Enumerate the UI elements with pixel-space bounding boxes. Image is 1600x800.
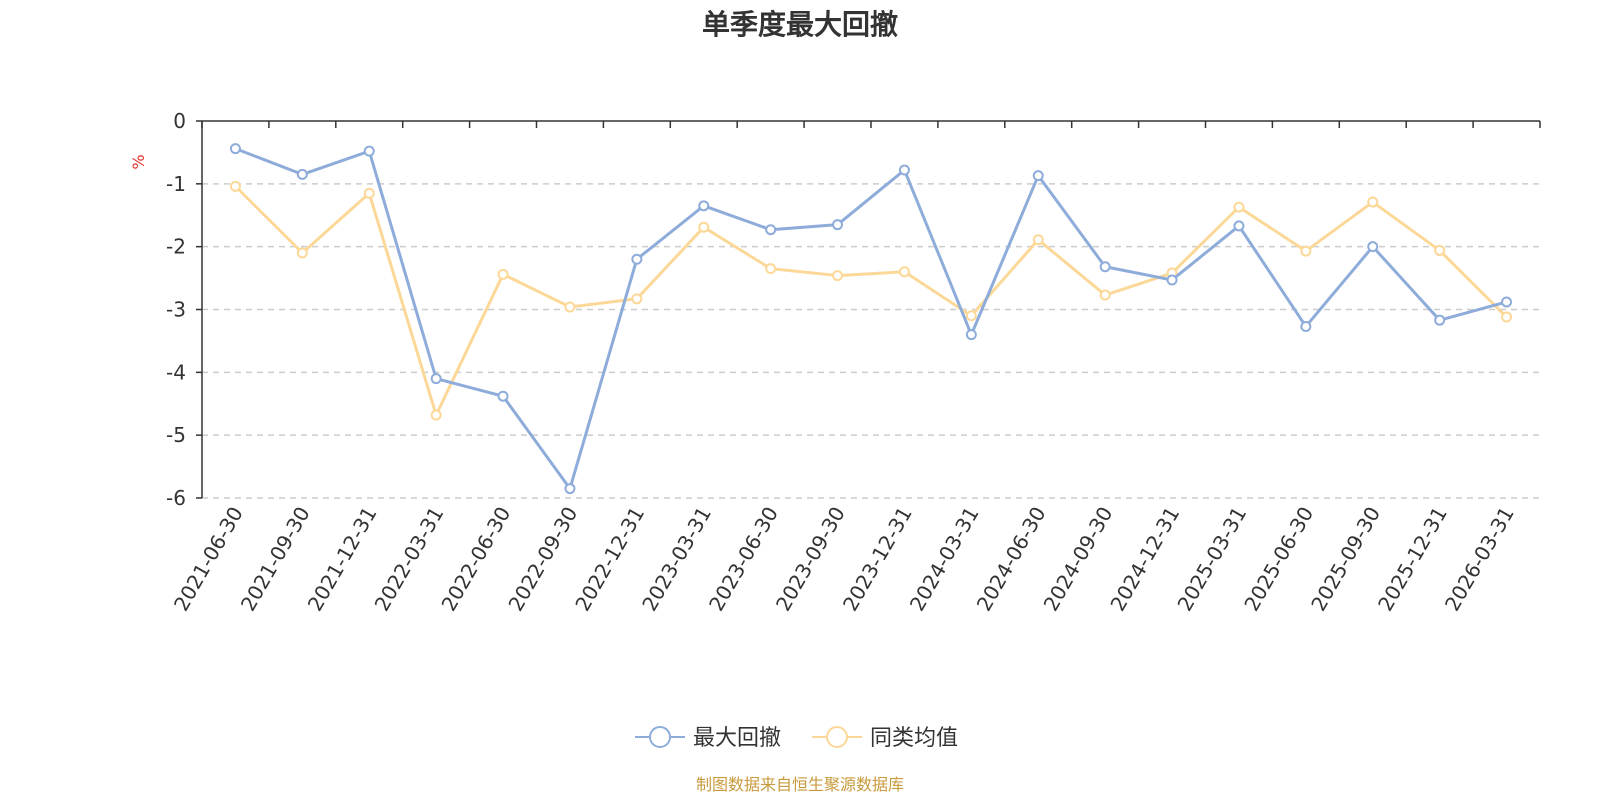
y-tick-label: -3	[166, 298, 186, 322]
y-axis-ticks: 0 -1 -2 -3 -4 -5 -6	[166, 109, 186, 510]
x-axis-ticks: 2021-06-302021-09-302021-12-312022-03-31…	[169, 503, 1519, 616]
y-tick-label: -2	[166, 235, 186, 259]
data-point[interactable]	[698, 221, 710, 233]
data-point[interactable]	[1434, 314, 1446, 326]
x-tick-label: 2022-03-31	[370, 503, 449, 616]
data-point[interactable]	[1099, 289, 1111, 301]
data-point[interactable]	[898, 266, 910, 278]
y-tick-label: -1	[166, 172, 186, 196]
data-point[interactable]	[765, 224, 777, 236]
data-point[interactable]	[229, 143, 241, 155]
x-tick-label: 2024-09-30	[1039, 503, 1118, 616]
data-point[interactable]	[430, 409, 442, 421]
legend-item-0[interactable]: 最大回撤	[635, 726, 781, 751]
data-point[interactable]	[229, 180, 241, 192]
data-point[interactable]	[1367, 241, 1379, 253]
x-tick-label: 2023-06-30	[704, 503, 783, 616]
data-point[interactable]	[832, 219, 844, 231]
data-point[interactable]	[1099, 261, 1111, 273]
legend-item-1[interactable]: 同类均值	[812, 726, 958, 751]
x-tick-label: 2023-09-30	[771, 503, 850, 616]
series-0	[229, 143, 1513, 495]
source-note: 制图数据来自恒生聚源数据库	[696, 775, 904, 794]
data-point[interactable]	[965, 329, 977, 341]
x-tick-label: 2025-03-31	[1172, 503, 1251, 616]
y-tick-label: -5	[166, 423, 186, 447]
y-tick-label: -4	[166, 360, 186, 384]
x-tick-label: 2021-12-31	[303, 503, 382, 616]
x-tick-label: 2025-09-30	[1306, 503, 1385, 616]
series	[229, 143, 1513, 495]
data-point[interactable]	[497, 390, 509, 402]
data-point[interactable]	[564, 301, 576, 313]
data-point[interactable]	[1032, 170, 1044, 182]
data-point[interactable]	[1300, 320, 1312, 332]
x-tick-label: 2025-12-31	[1373, 503, 1452, 616]
data-point[interactable]	[898, 164, 910, 176]
data-point[interactable]	[1300, 245, 1312, 257]
data-point[interactable]	[1166, 274, 1178, 286]
y-tick-label: -6	[166, 486, 186, 510]
data-point[interactable]	[1367, 196, 1379, 208]
data-point[interactable]	[1233, 201, 1245, 213]
x-tick-label: 2023-03-31	[637, 503, 716, 616]
x-tick-label: 2022-12-31	[570, 503, 649, 616]
data-point[interactable]	[363, 187, 375, 199]
data-point[interactable]	[765, 263, 777, 275]
y-axis-unit: %	[129, 154, 148, 169]
legend-label: 最大回撤	[693, 726, 781, 751]
data-point[interactable]	[1233, 220, 1245, 232]
x-tick-label: 2024-03-31	[905, 503, 984, 616]
y-tick-label: 0	[173, 109, 186, 133]
data-point[interactable]	[296, 247, 308, 259]
x-tick-label: 2021-09-30	[236, 503, 315, 616]
data-point[interactable]	[1501, 296, 1513, 308]
grid-lines	[202, 183, 1540, 499]
data-point[interactable]	[832, 270, 844, 282]
legend-label: 同类均值	[870, 726, 958, 751]
data-point[interactable]	[1032, 234, 1044, 246]
x-tick-label: 2023-12-31	[838, 503, 917, 616]
series-1	[229, 180, 1513, 421]
series-line	[234, 147, 1507, 491]
series-line	[234, 185, 1508, 417]
legend: 最大回撤 同类均值	[635, 726, 958, 751]
x-tick-label: 2021-06-30	[169, 503, 248, 616]
data-point[interactable]	[564, 483, 576, 495]
data-point[interactable]	[497, 268, 509, 280]
data-point[interactable]	[1501, 311, 1513, 323]
legend-marker	[826, 726, 848, 748]
x-tick-label: 2024-12-31	[1105, 503, 1184, 616]
data-point[interactable]	[631, 293, 643, 305]
x-tick-label: 2022-06-30	[436, 503, 515, 616]
legend-marker	[649, 726, 671, 748]
data-point[interactable]	[363, 145, 375, 157]
x-tick-label: 2024-06-30	[972, 503, 1051, 616]
x-tick-label: 2022-09-30	[503, 503, 582, 616]
data-point[interactable]	[296, 168, 308, 180]
data-point[interactable]	[430, 373, 442, 385]
data-point[interactable]	[631, 253, 643, 265]
x-tick-label: 2025-06-30	[1239, 503, 1318, 616]
data-point[interactable]	[965, 310, 977, 322]
data-point[interactable]	[1434, 244, 1446, 256]
axes	[196, 120, 1541, 499]
chart-title: 单季度最大回撤	[702, 8, 898, 41]
data-point[interactable]	[698, 200, 710, 212]
x-tick-label: 2026-03-31	[1440, 503, 1519, 616]
